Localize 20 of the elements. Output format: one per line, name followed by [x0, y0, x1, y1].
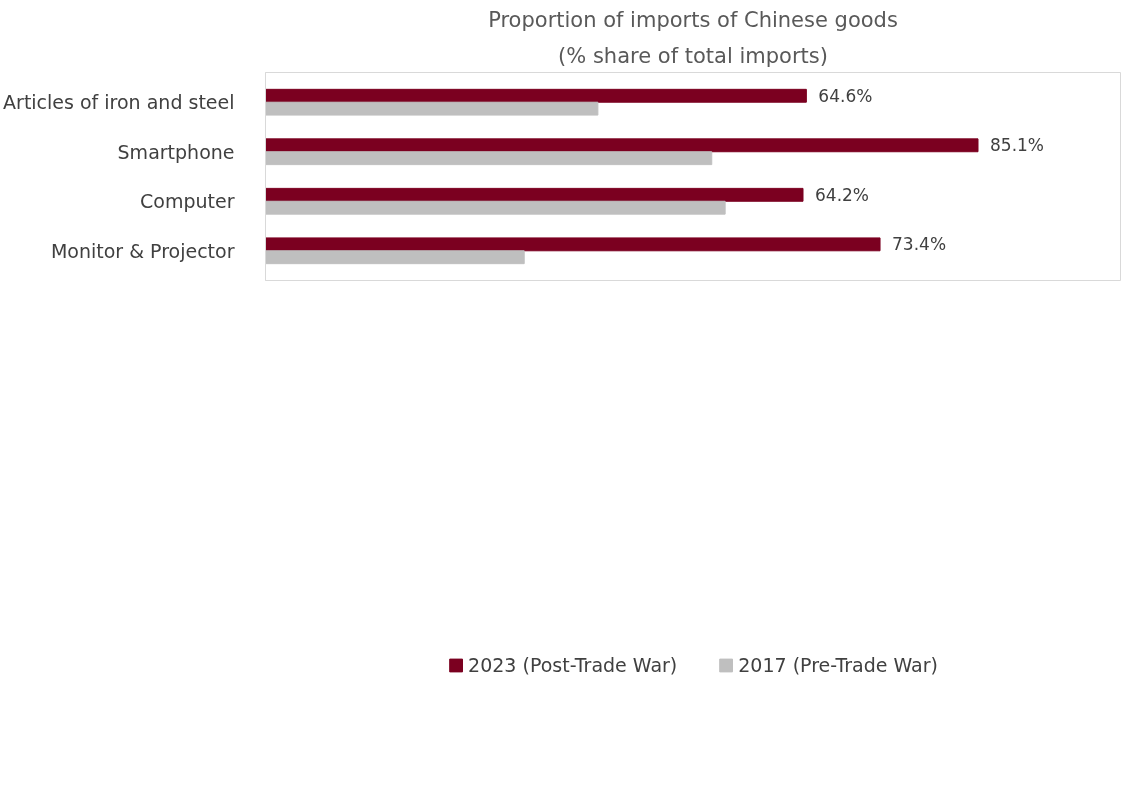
data-label: 85.1% [990, 135, 1045, 156]
bar [265, 88, 807, 103]
legend-label: 2023 (Post-Trade War) [468, 653, 678, 676]
bar [265, 200, 726, 215]
bar [265, 101, 599, 116]
bar [265, 187, 804, 202]
chart-subtitle: (% share of total imports) [558, 43, 828, 68]
y-tick-label: Computer [140, 190, 235, 213]
legend-label: 2017 (Pre-Trade War) [738, 653, 938, 676]
y-tick-label: Smartphone [117, 140, 235, 163]
bar [265, 237, 881, 252]
bar [265, 138, 979, 153]
chart-title: Proportion of imports of Chinese goods [488, 7, 898, 32]
data-label: 64.6% [818, 85, 873, 106]
bar [265, 151, 713, 166]
data-label: 64.2% [815, 184, 870, 205]
bar [265, 250, 525, 265]
data-label: 73.4% [892, 234, 947, 255]
y-tick-label: Articles of iron and steel [3, 91, 235, 114]
y-tick-label: Monitor & Projector [50, 239, 235, 262]
